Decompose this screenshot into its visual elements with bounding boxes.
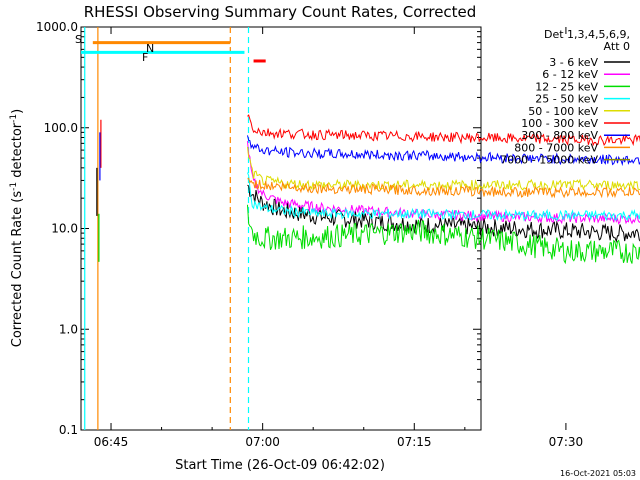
legend-header-2: Att 0 bbox=[604, 40, 630, 53]
legend-label-4: 50 - 100 keV bbox=[528, 105, 598, 118]
y-label-main: Corrected Count Rate (s bbox=[10, 191, 25, 348]
series-1 bbox=[247, 140, 640, 225]
series-3 bbox=[247, 172, 640, 222]
legend-label-1: 6 - 12 keV bbox=[542, 68, 598, 81]
y-label-end: ) bbox=[10, 109, 25, 114]
y-label-mid: detector bbox=[10, 122, 25, 182]
chart-title: RHESSI Observing Summary Count Rates, Co… bbox=[84, 3, 477, 21]
legend-label-0: 3 - 6 keV bbox=[549, 56, 598, 69]
legend-label-5: 100 - 300 keV bbox=[521, 117, 598, 130]
legend-label-6: 300 - 800 keV bbox=[521, 129, 598, 142]
y-axis-label: Corrected Count Rate (s-1 detector-1) bbox=[9, 109, 25, 347]
x-tick-label-1: 07:00 bbox=[245, 435, 280, 449]
legend-label-2: 12 - 25 keV bbox=[535, 80, 598, 93]
y-label-sup-2: -1 bbox=[9, 114, 19, 123]
y-tick-label-0: 1000.0 bbox=[36, 20, 78, 34]
legend-label-3: 25 - 50 keV bbox=[535, 93, 598, 106]
s-flag-label: S bbox=[75, 33, 82, 46]
interval-lines bbox=[84, 27, 250, 430]
n-flag-label: N bbox=[146, 42, 154, 55]
plot-frame bbox=[80, 26, 482, 431]
y-tick-label-3: 1.0 bbox=[59, 322, 78, 336]
y-axis: 1000.0 100.0 10.0 1.0 0.1 bbox=[36, 20, 481, 437]
y-label-sup-1: -1 bbox=[9, 182, 19, 191]
x-axis-label: Start Time (26-Oct-09 06:42:02) bbox=[175, 458, 385, 473]
y-tick-label-1: 100.0 bbox=[44, 121, 78, 135]
series-5 bbox=[247, 114, 640, 147]
f-flag-label: F bbox=[142, 51, 148, 64]
y-tick-label-4: 0.1 bbox=[59, 423, 78, 437]
legend-label-7: 800 - 7000 keV bbox=[514, 141, 598, 154]
footer-timestamp: 16-Oct-2021 05:03 bbox=[560, 469, 636, 478]
x-tick-label-0: 06:45 bbox=[94, 435, 129, 449]
x-tick-label-3: 07:30 bbox=[549, 435, 584, 449]
y-tick-label-2: 10.0 bbox=[51, 222, 78, 236]
x-tick-label-2: 07:15 bbox=[397, 435, 432, 449]
flag-bars bbox=[81, 41, 266, 63]
series-4 bbox=[247, 146, 640, 192]
series-7 bbox=[247, 177, 640, 199]
series-6 bbox=[247, 135, 640, 167]
series-lines bbox=[96, 114, 640, 265]
legend-header-1: Det 1,3,4,5,6,9, bbox=[544, 28, 630, 41]
series-2 bbox=[247, 204, 640, 265]
legend-label-8: 7000 - 15000 keV bbox=[500, 154, 598, 167]
